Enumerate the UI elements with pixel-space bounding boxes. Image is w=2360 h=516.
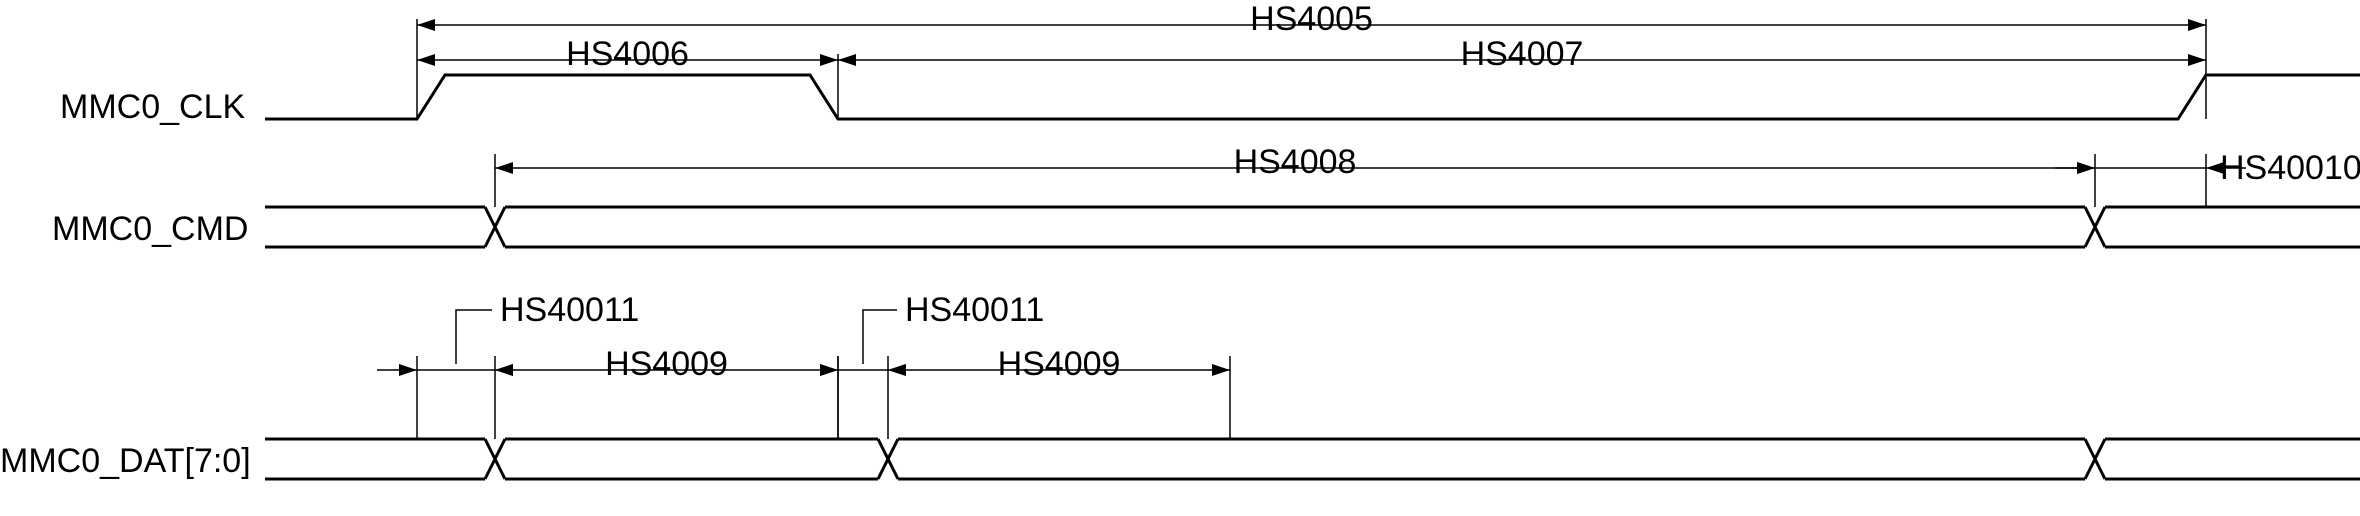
svg-text:HS4005: HS4005 [1250, 0, 1373, 38]
svg-text:HS4006: HS4006 [566, 35, 689, 73]
svg-text:HS4007: HS4007 [1461, 35, 1584, 73]
svg-text:HS40010: HS40010 [2220, 149, 2360, 187]
svg-text:HS4009: HS4009 [605, 345, 728, 383]
svg-text:HS40011: HS40011 [500, 291, 639, 329]
svg-text:MMC0_CLK: MMC0_CLK [60, 88, 245, 126]
svg-text:HS4009: HS4009 [998, 345, 1121, 383]
svg-text:HS4008: HS4008 [1234, 143, 1357, 181]
svg-text:HS40011: HS40011 [905, 291, 1044, 329]
svg-text:MMC0_DAT[7:0]: MMC0_DAT[7:0] [0, 442, 251, 480]
svg-text:MMC0_CMD: MMC0_CMD [52, 210, 248, 248]
